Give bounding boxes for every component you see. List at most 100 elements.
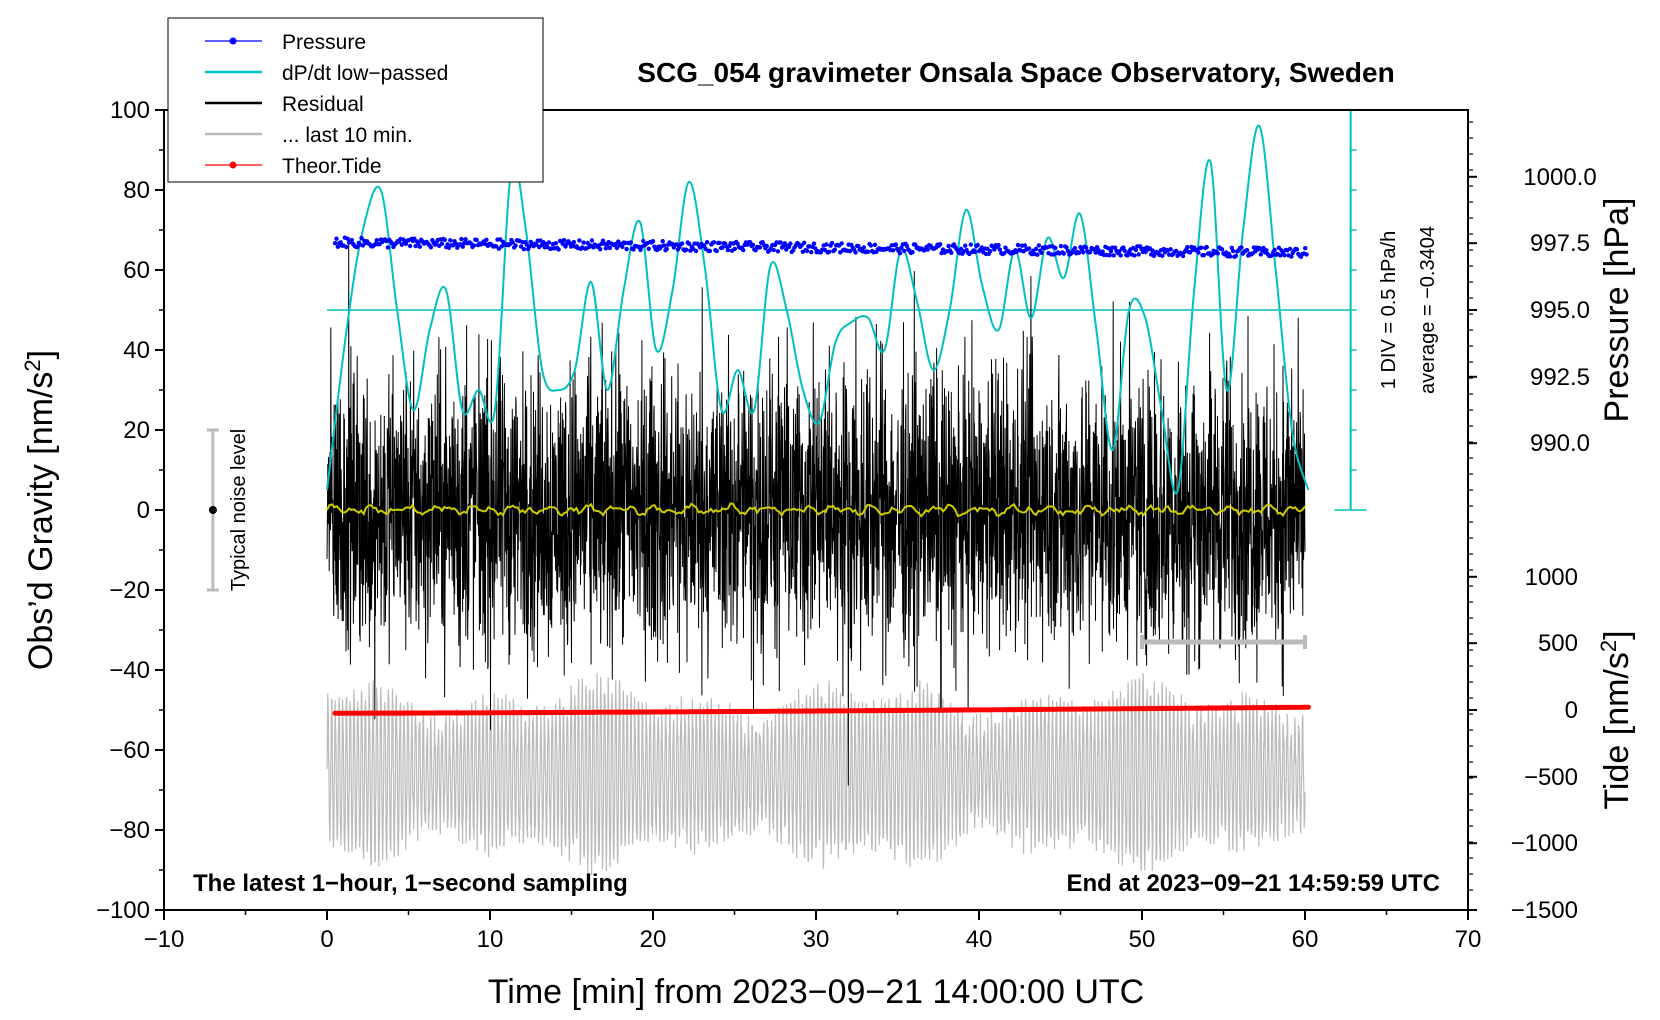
tide-point (1305, 704, 1311, 710)
pressure-point (448, 238, 453, 243)
pressure-point (1108, 249, 1114, 254)
pressure-point (827, 249, 832, 254)
pressure-point (1087, 250, 1093, 255)
pressure-point (638, 247, 643, 253)
x-tick-label: 70 (1455, 926, 1482, 953)
pressure-point (764, 243, 769, 249)
pressure-point (963, 243, 968, 248)
pressure-point (946, 243, 951, 249)
pressure-point (620, 244, 625, 249)
pressure-point (1239, 245, 1244, 250)
chart-title: SCG_054 gravimeter Onsala Space Observat… (637, 57, 1394, 88)
tide-tick-label: −1000 (1511, 830, 1578, 857)
tide-tick-label: 0 (1565, 697, 1578, 724)
pressure-point (1150, 248, 1155, 253)
x-axis-title: Time [min] from 2023−09−21 14:00:00 UTC (488, 973, 1144, 1011)
legend-swatch-marker (229, 161, 237, 169)
pressure-point (1168, 247, 1173, 252)
pressure-point (1287, 246, 1293, 252)
pressure-point (628, 240, 633, 245)
pressure-point (707, 248, 713, 254)
pressure-point (1257, 245, 1262, 251)
pressure-point (413, 243, 418, 249)
pressure-point (813, 246, 818, 251)
pressure-point (684, 247, 689, 252)
pressure-point (359, 235, 364, 241)
legend-label: Residual (282, 93, 364, 116)
legend-swatch-marker (229, 37, 237, 45)
pressure-point (997, 247, 1003, 252)
pressure-point (847, 249, 853, 254)
x-tick-label: 60 (1292, 926, 1319, 953)
y-tick-label: 60 (123, 257, 150, 284)
y-axis-title: Obs’d Gravity [nm/s2] (20, 350, 60, 670)
pressure-point (988, 248, 993, 254)
tide-tick-label: −1500 (1511, 897, 1578, 924)
pressure-point (771, 247, 776, 253)
pressure-point (1083, 245, 1089, 250)
pressure-point (385, 245, 391, 250)
pressure-point (1118, 253, 1123, 258)
pressure-point (577, 238, 582, 243)
pressure-point (338, 240, 343, 245)
pressure-point (412, 236, 417, 241)
pressure-point (603, 246, 608, 251)
pressure-point (407, 243, 413, 249)
pressure-point (910, 249, 915, 255)
pressure-point (1076, 250, 1082, 255)
tide-axis-title: Tide [nm/s2] (1596, 630, 1636, 809)
axis-layer: −10 0 10 20 30 40 50 60 70−100−80−60−40−20020406… (96, 97, 1597, 953)
pressure-point (661, 243, 667, 248)
pressure-point (968, 242, 973, 247)
dpdt-line (326, 124, 1310, 495)
residual-line (326, 238, 1306, 786)
pressure-point (1160, 253, 1165, 258)
pressure-point (614, 245, 620, 251)
pressure-point (899, 245, 904, 250)
pressure-point (725, 248, 731, 253)
pressure-point (416, 240, 421, 246)
pressure-point (893, 242, 898, 247)
pressure-point (1233, 253, 1239, 258)
pressure-point (463, 237, 468, 242)
pressure-point (1117, 249, 1122, 254)
pressure-point (417, 244, 422, 249)
pressure-tick-label: 1000.0 (1523, 164, 1596, 191)
x-tick-label: 20 (640, 926, 667, 953)
pressure-point (904, 243, 910, 248)
tide-tick-label: 1000 (1525, 564, 1578, 591)
pressure-point (1264, 248, 1269, 253)
pressure-point (650, 239, 656, 244)
pressure-point (750, 242, 756, 247)
pressure-point (802, 240, 807, 245)
pressure-point (442, 237, 447, 242)
pressure-point (720, 245, 725, 250)
pressure-point (972, 249, 978, 255)
y-tick-label: 40 (123, 337, 150, 364)
pressure-point (561, 237, 567, 243)
pressure-point (1304, 252, 1309, 257)
pressure-point (1303, 246, 1308, 251)
pressure-point (641, 238, 646, 244)
pressure-point (598, 247, 603, 252)
pressure-point (1100, 249, 1105, 254)
pressure-point (664, 246, 669, 252)
pressure-point (345, 236, 350, 241)
pressure-point (484, 237, 489, 242)
pressure-point (1201, 253, 1207, 258)
pressure-point (474, 237, 479, 243)
x-tick-label: 10 (477, 926, 504, 953)
pressure-point (757, 245, 762, 250)
dpdt-scale-labels: 1 DIV = 0.5 hPa/h average = −0.3404 (1378, 226, 1439, 394)
pressure-point (1215, 251, 1221, 256)
pressure-point (335, 244, 341, 249)
legend-label: Pressure (282, 31, 366, 54)
pressure-point (782, 241, 787, 246)
pressure-point (607, 245, 613, 251)
pressure-point (445, 242, 450, 247)
pressure-point (809, 250, 814, 255)
pressure-point (861, 245, 867, 250)
pressure-point (741, 247, 746, 253)
pressure-point (788, 241, 793, 246)
pressure-point (702, 243, 707, 248)
